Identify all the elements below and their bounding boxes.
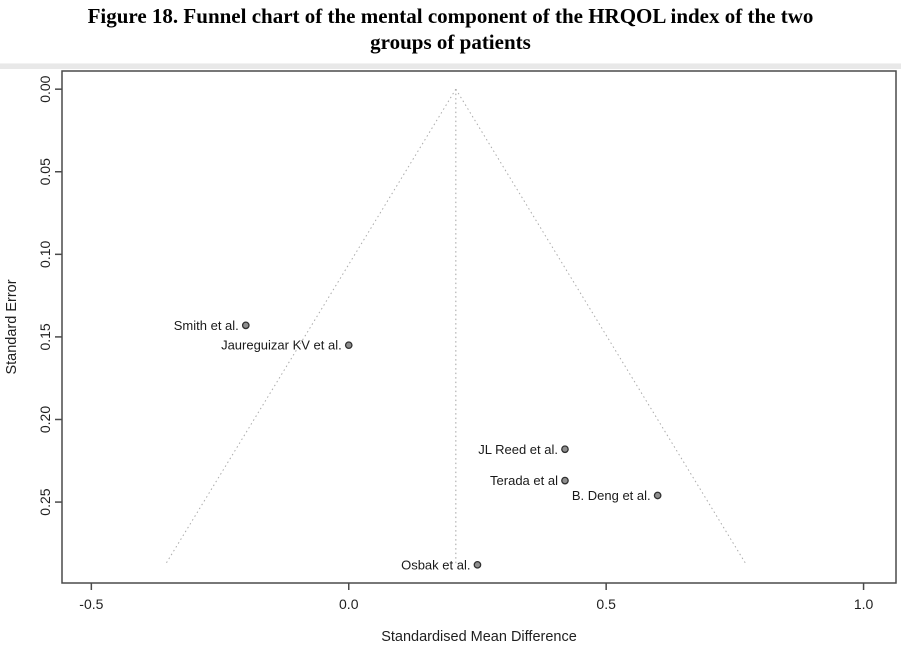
data-point-marker: [561, 445, 569, 454]
data-point-label: Osbak et al.: [401, 557, 470, 572]
y-axis-tick-label: 0.10: [37, 240, 53, 267]
y-axis-tick-label: 0.15: [37, 323, 53, 350]
data-point-marker: [344, 341, 353, 350]
x-axis-tick-label: -0.5: [79, 596, 103, 612]
figure-title: Figure 18. Funnel chart of the mental co…: [0, 3, 901, 55]
x-axis-tick-label: 1.0: [854, 596, 874, 612]
data-point-label: B. Deng et al.: [572, 488, 651, 503]
data-point-marker: [653, 491, 662, 500]
x-axis-label: Standardised Mean Difference: [381, 629, 577, 645]
y-axis-tick-label: 0.05: [37, 158, 53, 185]
figure-title-line-2: groups of patients: [370, 30, 531, 54]
x-axis-tick-label: 0.5: [596, 596, 616, 612]
data-point-marker: [561, 476, 569, 485]
data-point-marker: [473, 560, 482, 569]
data-point-label: JL Reed et al.: [478, 442, 558, 457]
data-point-label: Terada et al: [490, 473, 558, 488]
data-point-label: Jaureguizar KV et al.: [221, 338, 342, 353]
y-axis-tick-label: 0.25: [37, 488, 53, 515]
y-axis-tick-label: 0.20: [37, 406, 53, 433]
data-point-marker: [241, 321, 250, 330]
x-axis-tick-label: 0.0: [339, 596, 359, 612]
page-divider: [0, 63, 901, 69]
funnel-left-line: [164, 88, 457, 566]
plot-border: [61, 70, 897, 584]
funnel-right-line: [455, 88, 747, 566]
y-axis-tick-label: 0.00: [37, 75, 53, 102]
figure-title-line-1: Figure 18. Funnel chart of the mental co…: [87, 4, 814, 28]
data-point-label: Smith et al.: [174, 318, 239, 333]
y-axis-label: Standard Error: [4, 279, 20, 374]
